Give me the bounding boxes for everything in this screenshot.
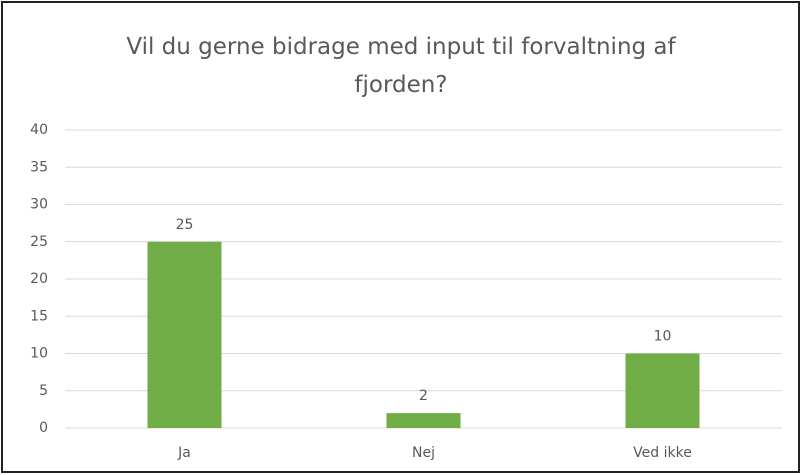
data-label: 10 <box>654 329 672 345</box>
y-tick-label: 10 <box>30 346 48 362</box>
bar <box>147 241 222 428</box>
y-tick-label: 40 <box>30 122 48 138</box>
bar <box>625 353 700 428</box>
y-tick-label: 30 <box>30 197 48 213</box>
bar <box>386 413 461 428</box>
y-tick-label: 0 <box>39 420 48 436</box>
x-tick-label: Ja <box>177 445 191 461</box>
y-tick-label: 35 <box>30 159 48 175</box>
y-tick-label: 25 <box>30 234 48 250</box>
chart-title: Vil du gerne bidrage med input til forva… <box>126 34 676 98</box>
x-tick-label: Nej <box>412 445 435 461</box>
y-tick-label: 5 <box>39 383 48 399</box>
data-label: 25 <box>176 217 194 233</box>
x-tick-label: Ved ikke <box>633 445 692 461</box>
y-tick-label: 15 <box>30 308 48 324</box>
y-tick-label: 20 <box>30 271 48 287</box>
data-label: 2 <box>419 388 428 404</box>
